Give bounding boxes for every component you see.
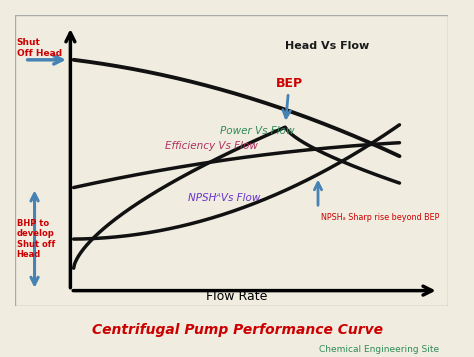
Text: BHP to
develop
Shut off
Head: BHP to develop Shut off Head <box>17 219 55 259</box>
Text: Efficiency Vs Flow: Efficiency Vs Flow <box>165 141 258 151</box>
Text: Shut
Off Head: Shut Off Head <box>17 38 62 57</box>
Text: NPSHₐ Sharp rise beyond BEP: NPSHₐ Sharp rise beyond BEP <box>321 212 440 222</box>
Text: Centrifugal Pump Performance Curve: Centrifugal Pump Performance Curve <box>91 323 383 337</box>
Text: Flow Rate: Flow Rate <box>206 290 267 303</box>
Text: Power Vs Flow: Power Vs Flow <box>220 126 295 136</box>
Text: Chemical Engineering Site: Chemical Engineering Site <box>319 345 439 354</box>
Text: BEP: BEP <box>276 77 303 118</box>
Text: Head Vs Flow: Head Vs Flow <box>285 41 370 51</box>
Text: NPSHᴬVs Flow: NPSHᴬVs Flow <box>188 193 260 203</box>
